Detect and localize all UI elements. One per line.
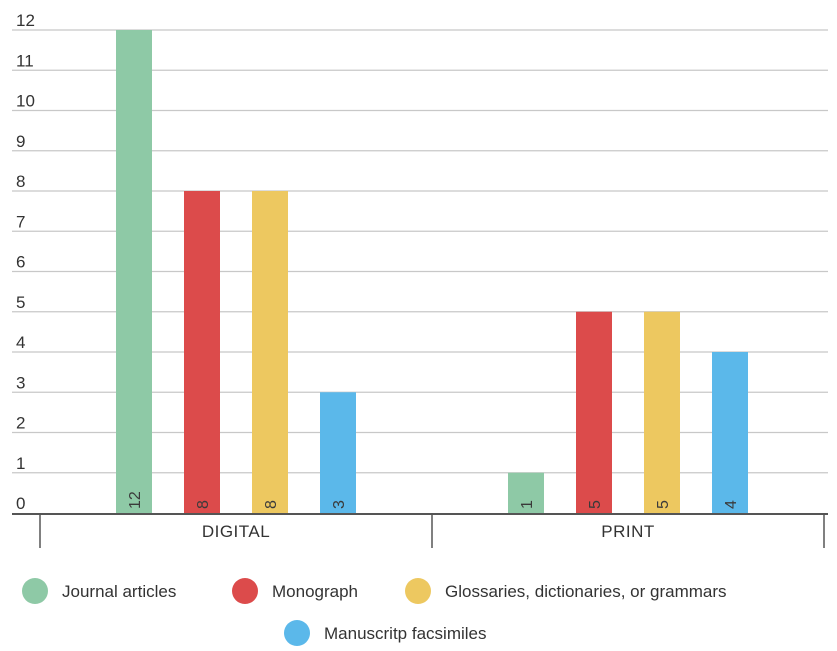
bar-value-label: 8 <box>263 500 280 509</box>
legend: Journal articles Monograph Glossaries, dic… <box>22 578 727 646</box>
x-axis: DIGITAL PRINT <box>12 513 828 548</box>
y-tick-label: 10 <box>16 92 35 111</box>
legend-swatch <box>405 578 431 604</box>
bar <box>576 311 612 513</box>
bar-value-label: 3 <box>331 500 348 509</box>
bar-value-label: 8 <box>195 500 212 509</box>
bar <box>644 311 680 513</box>
bar <box>320 392 356 513</box>
y-tick-label: 5 <box>16 293 25 312</box>
bar <box>508 472 544 513</box>
bar-value-label: 1 <box>519 500 536 509</box>
bar-value-label: 5 <box>655 500 672 509</box>
legend-swatch <box>284 620 310 646</box>
y-tick-label: 4 <box>16 333 25 352</box>
legend-label: Monograph <box>272 582 358 601</box>
y-tick-label: 7 <box>16 212 25 231</box>
y-tick-label: 1 <box>16 454 25 473</box>
y-tick-label: 2 <box>16 414 25 433</box>
y-tick-label: 8 <box>16 172 25 191</box>
y-tick-label: 11 <box>16 51 34 70</box>
bar-value-label: 12 <box>127 491 144 509</box>
y-tick-label: 6 <box>16 253 25 272</box>
bar <box>252 191 288 513</box>
y-tick-label: 12 <box>16 11 35 30</box>
y-tick-label: 3 <box>16 373 25 392</box>
legend-label: Manuscritp facsimiles <box>324 624 487 643</box>
bar-value-label: 4 <box>723 500 740 509</box>
bar <box>184 191 220 513</box>
legend-swatch <box>232 578 258 604</box>
y-tick-label: 9 <box>16 132 25 151</box>
y-tick-label: 0 <box>16 494 25 513</box>
bar <box>116 30 152 513</box>
x-category-label: DIGITAL <box>202 522 270 541</box>
bar <box>712 352 748 513</box>
legend-swatch <box>22 578 48 604</box>
x-category-label: PRINT <box>601 522 655 541</box>
data-labels: 12 1 8 5 8 5 3 4 <box>127 491 740 509</box>
bar-value-label: 5 <box>587 500 604 509</box>
legend-label: Glossaries, dictionaries, or grammars <box>445 582 727 601</box>
bars <box>116 30 748 513</box>
legend-label: Journal articles <box>62 582 176 601</box>
